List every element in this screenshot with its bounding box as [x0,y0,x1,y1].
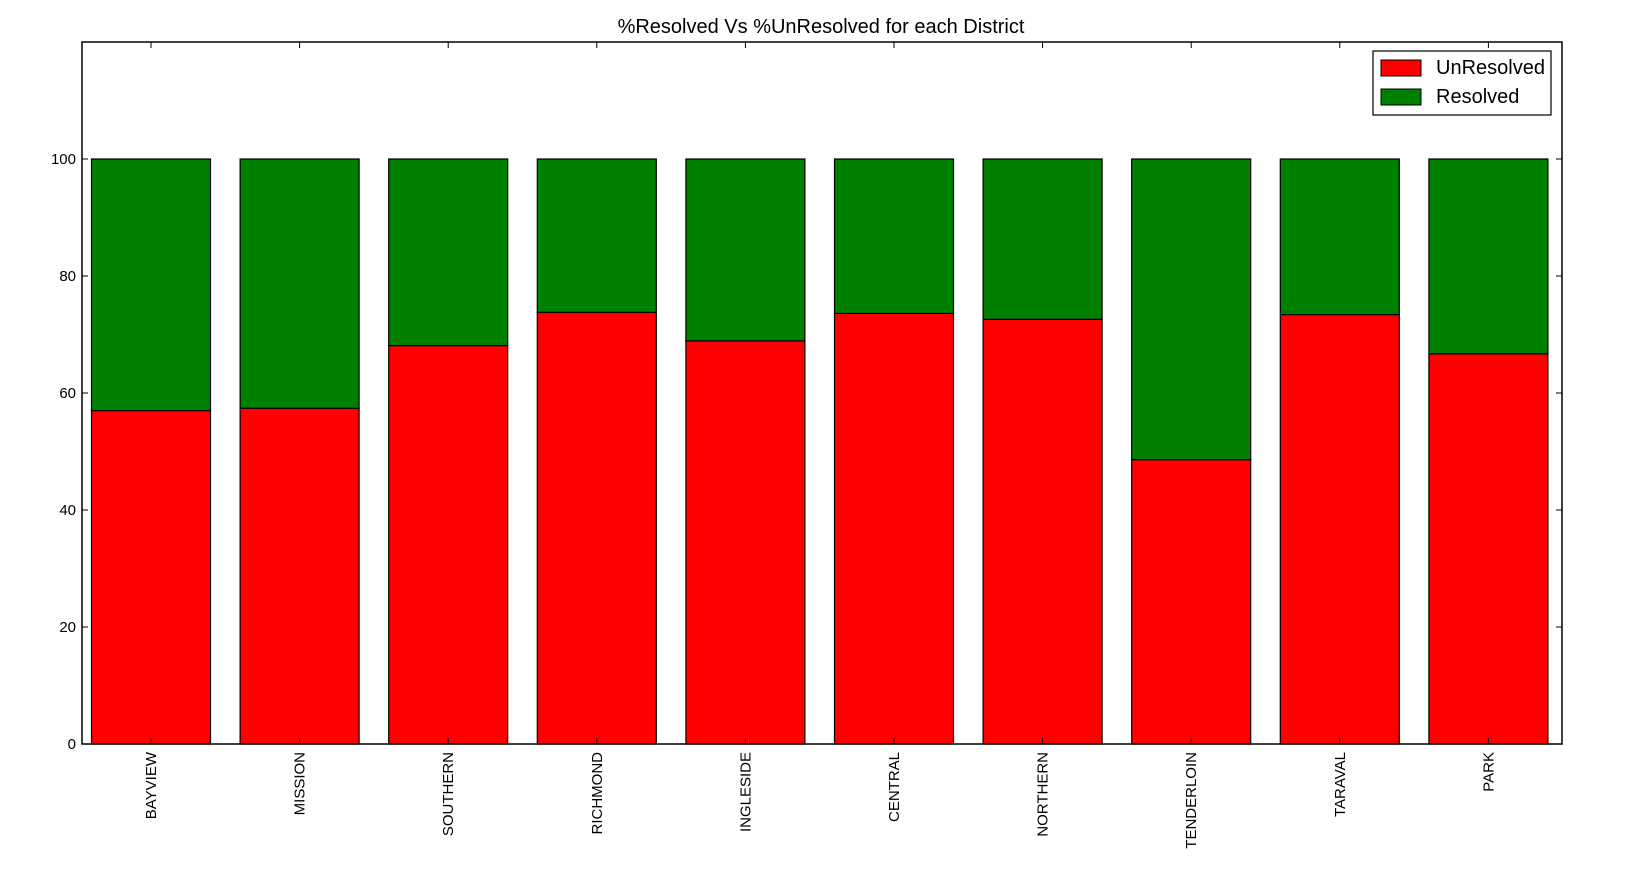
x-tick-label: BAYVIEW [143,751,160,819]
ticks-group: BAYVIEW MISSION SOUTHERN RICHMOND INGLESIDE C… [51,42,1562,849]
bar-unresolved-richmond [536,311,657,745]
bar-resolved-park [1428,158,1549,355]
bar-unresolved-mission [239,407,360,745]
bar-unresolved-ingleside [685,340,806,745]
bar-unresolved-northern [982,318,1103,745]
y-tick-label: 40 [59,502,76,519]
bar-unresolved-park [1428,353,1549,745]
x-tick-label: TENDERLOIN [1183,752,1200,849]
x-tick-label: INGLESIDE [737,752,754,832]
bar-unresolved-central [833,312,955,745]
y-tick-label: 60 [59,385,76,402]
x-tick-label: NORTHERN [1035,752,1052,837]
bars-group [90,158,1549,745]
y-tick-label: 80 [59,268,76,285]
bar-unresolved-tenderloin [1131,459,1252,745]
legend-swatch-unresolved [1380,59,1422,77]
bar-unresolved-bayview [90,410,212,745]
x-tick-label: PARK [1480,752,1497,792]
x-tick-label: RICHMOND [589,752,606,835]
legend-label-resolved: Resolved [1436,86,1519,108]
bar-unresolved-southern [388,345,509,745]
bar-resolved-ingleside [685,158,806,342]
x-tick-label: MISSION [292,752,309,815]
chart-title: %Resolved Vs %UnResolved for each Distri… [618,16,1025,38]
legend: UnResolved Resolved [1372,50,1552,116]
bar-resolved-taraval [1279,158,1400,316]
y-tick-label: 100 [51,151,76,168]
bar-resolved-southern [388,158,509,347]
bar-resolved-richmond [536,158,657,313]
bar-resolved-central [833,158,955,314]
legend-swatch-resolved [1380,88,1422,106]
y-tick-label: 20 [59,619,76,636]
bar-resolved-tenderloin [1131,158,1252,461]
bar-unresolved-taraval [1279,314,1400,745]
bar-resolved-bayview [90,158,212,412]
y-tick-label: 0 [68,736,76,753]
bar-resolved-mission [239,158,360,409]
x-tick-label: SOUTHERN [440,752,457,836]
bar-resolved-northern [982,158,1103,320]
x-tick-label: TARAVAL [1332,752,1349,817]
x-tick-label: CENTRAL [886,752,903,822]
legend-label-unresolved: UnResolved [1436,57,1545,79]
